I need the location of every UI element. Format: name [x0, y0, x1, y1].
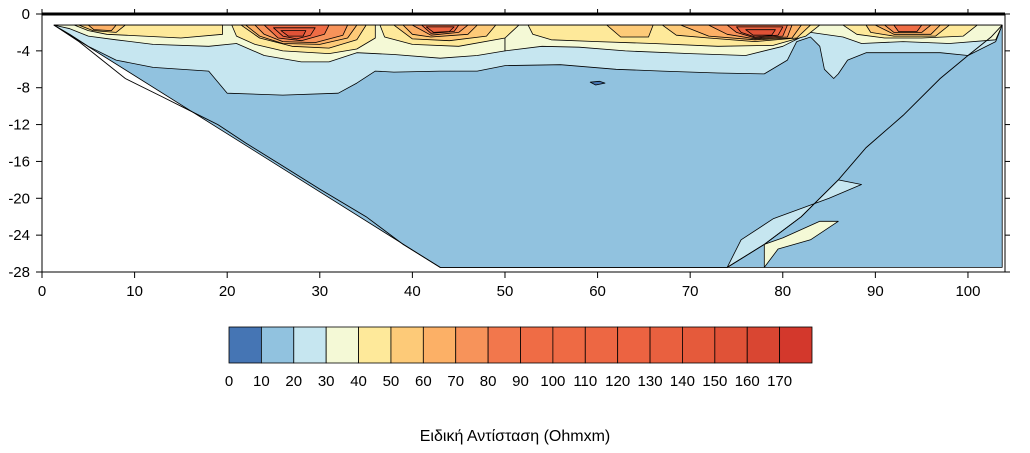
colorbar-tick-label: 60 — [415, 373, 432, 390]
contour-region-35 — [589, 80, 606, 86]
x-tick-label: 0 — [38, 283, 46, 300]
y-tick-label: -28 — [8, 264, 30, 281]
colorbar-tick-label: 70 — [447, 373, 464, 390]
colorbar-tick-label: 140 — [670, 373, 695, 390]
y-tick-label: -4 — [17, 43, 30, 60]
x-tick-label: 20 — [219, 283, 236, 300]
y-tick-label: -24 — [8, 227, 30, 244]
y-axis: 0 -4 -8 -12 -16 -20 -24 -28 — [8, 6, 1010, 281]
contour-region-21 — [87, 24, 117, 32]
colorbar-tick-label: 170 — [767, 373, 792, 390]
colorbar-swatch-11 — [584, 326, 619, 364]
x-tick-label: 100 — [955, 283, 980, 300]
contour-region-13 — [606, 24, 654, 38]
colorbar-swatch-17 — [779, 326, 813, 364]
x-tick-label: 90 — [867, 283, 884, 300]
colorbar-swatch-5 — [390, 326, 424, 364]
y-tick-label: -12 — [8, 117, 30, 134]
colorbar-swatch-9 — [520, 326, 554, 364]
x-axis: 0 10 20 30 40 50 60 70 80 90 100 — [38, 9, 980, 300]
colorbar-swatch-2 — [293, 326, 327, 364]
y-tick-label: -20 — [8, 190, 30, 207]
colorbar-tick-label: 80 — [480, 373, 497, 390]
plot-area — [53, 24, 1003, 268]
colorbar-swatch-13 — [649, 326, 683, 364]
colorbar-swatch-6 — [422, 326, 457, 364]
y-tick-label: 0 — [22, 6, 30, 23]
colorbar-tick-label: 90 — [512, 373, 529, 390]
colorbar-swatch-14 — [682, 326, 716, 364]
colorbar-swatch-16 — [746, 326, 781, 364]
colorbar-tick-label: 0 — [225, 373, 233, 390]
colorbar-swatch-12 — [617, 326, 651, 364]
x-tick-label: 30 — [311, 283, 328, 300]
plot-frame — [41, 12, 1006, 273]
contour-region-5 — [763, 220, 839, 268]
colorbar-title: Ειδική Αντίσταση (Ohmxm) — [420, 428, 611, 445]
colorbar-tick-label: 150 — [702, 373, 727, 390]
colorbar-swatch-8 — [487, 326, 521, 364]
y-tick-label: -16 — [8, 153, 30, 170]
contour-region-29 — [893, 24, 923, 32]
colorbar-tick-label: 100 — [540, 373, 565, 390]
section-envelope — [53, 24, 1003, 268]
contour-region-32 — [425, 26, 455, 33]
colorbar-swatch-15 — [714, 326, 748, 364]
colorbar-swatch-7 — [455, 326, 489, 364]
colorbar-tick-label: 110 — [573, 373, 597, 390]
colorbar-swatch-1 — [260, 326, 295, 364]
colorbar: 0 10 20 30 40 50 60 70 80 90 100 110 120 130 140 150 160… — [225, 326, 813, 390]
colorbar-tick-label: 130 — [638, 373, 663, 390]
colorbar-tick-label: 50 — [383, 373, 400, 390]
contour-region-33 — [280, 30, 307, 37]
colorbar-tick-label: 160 — [735, 373, 760, 390]
colorbar-swatch-3 — [325, 326, 359, 364]
colorbar-tick-label: 120 — [605, 373, 630, 390]
x-tick-label: 10 — [126, 283, 143, 300]
colorbar-tick-label: 10 — [253, 373, 270, 390]
colorbar-swatch-10 — [552, 326, 586, 364]
x-tick-label: 50 — [497, 283, 514, 300]
colorbar-swatch-4 — [358, 326, 392, 364]
colorbar-tick-label: 40 — [350, 373, 367, 390]
x-tick-label: 60 — [589, 283, 606, 300]
colorbar-tick-label: 30 — [318, 373, 335, 390]
y-tick-label: -8 — [17, 80, 30, 97]
x-tick-label: 70 — [682, 283, 699, 300]
contour-region-34 — [745, 29, 776, 36]
colorbar-tick-label: 20 — [285, 373, 302, 390]
x-tick-label: 80 — [774, 283, 791, 300]
x-tick-label: 40 — [404, 283, 421, 300]
colorbar-swatch-0 — [228, 326, 262, 364]
